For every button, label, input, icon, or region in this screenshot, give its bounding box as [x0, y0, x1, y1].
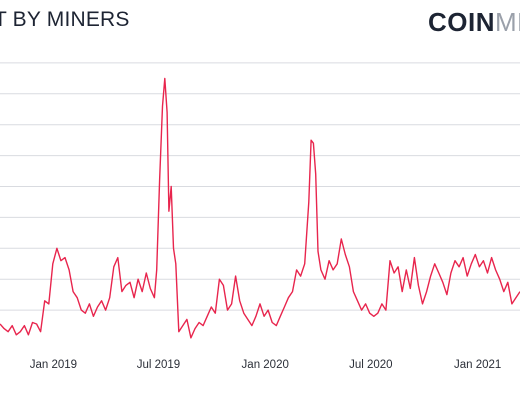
gridlines — [0, 62, 520, 311]
x-tick-label: Jan 2021 — [454, 359, 501, 371]
brand-logo-strong: COIN — [428, 7, 495, 37]
series-line-1 — [0, 77, 520, 339]
x-axis-ticks: Jan 2019 Jul 2019 Jan 2020 Jul 2020 Jan 2021 — [30, 359, 502, 371]
chart-title: T BY MINERS — [0, 8, 130, 31]
x-tick-label: Jan 2019 — [30, 359, 77, 371]
x-tick-label: Jul 2019 — [137, 359, 180, 371]
series-lines — [0, 77, 520, 339]
brand-logo: COINME — [428, 7, 520, 38]
x-tick-label: Jul 2020 — [349, 359, 392, 371]
x-tick-label: Jan 2020 — [242, 359, 289, 371]
brand-logo-light: ME — [495, 7, 520, 37]
